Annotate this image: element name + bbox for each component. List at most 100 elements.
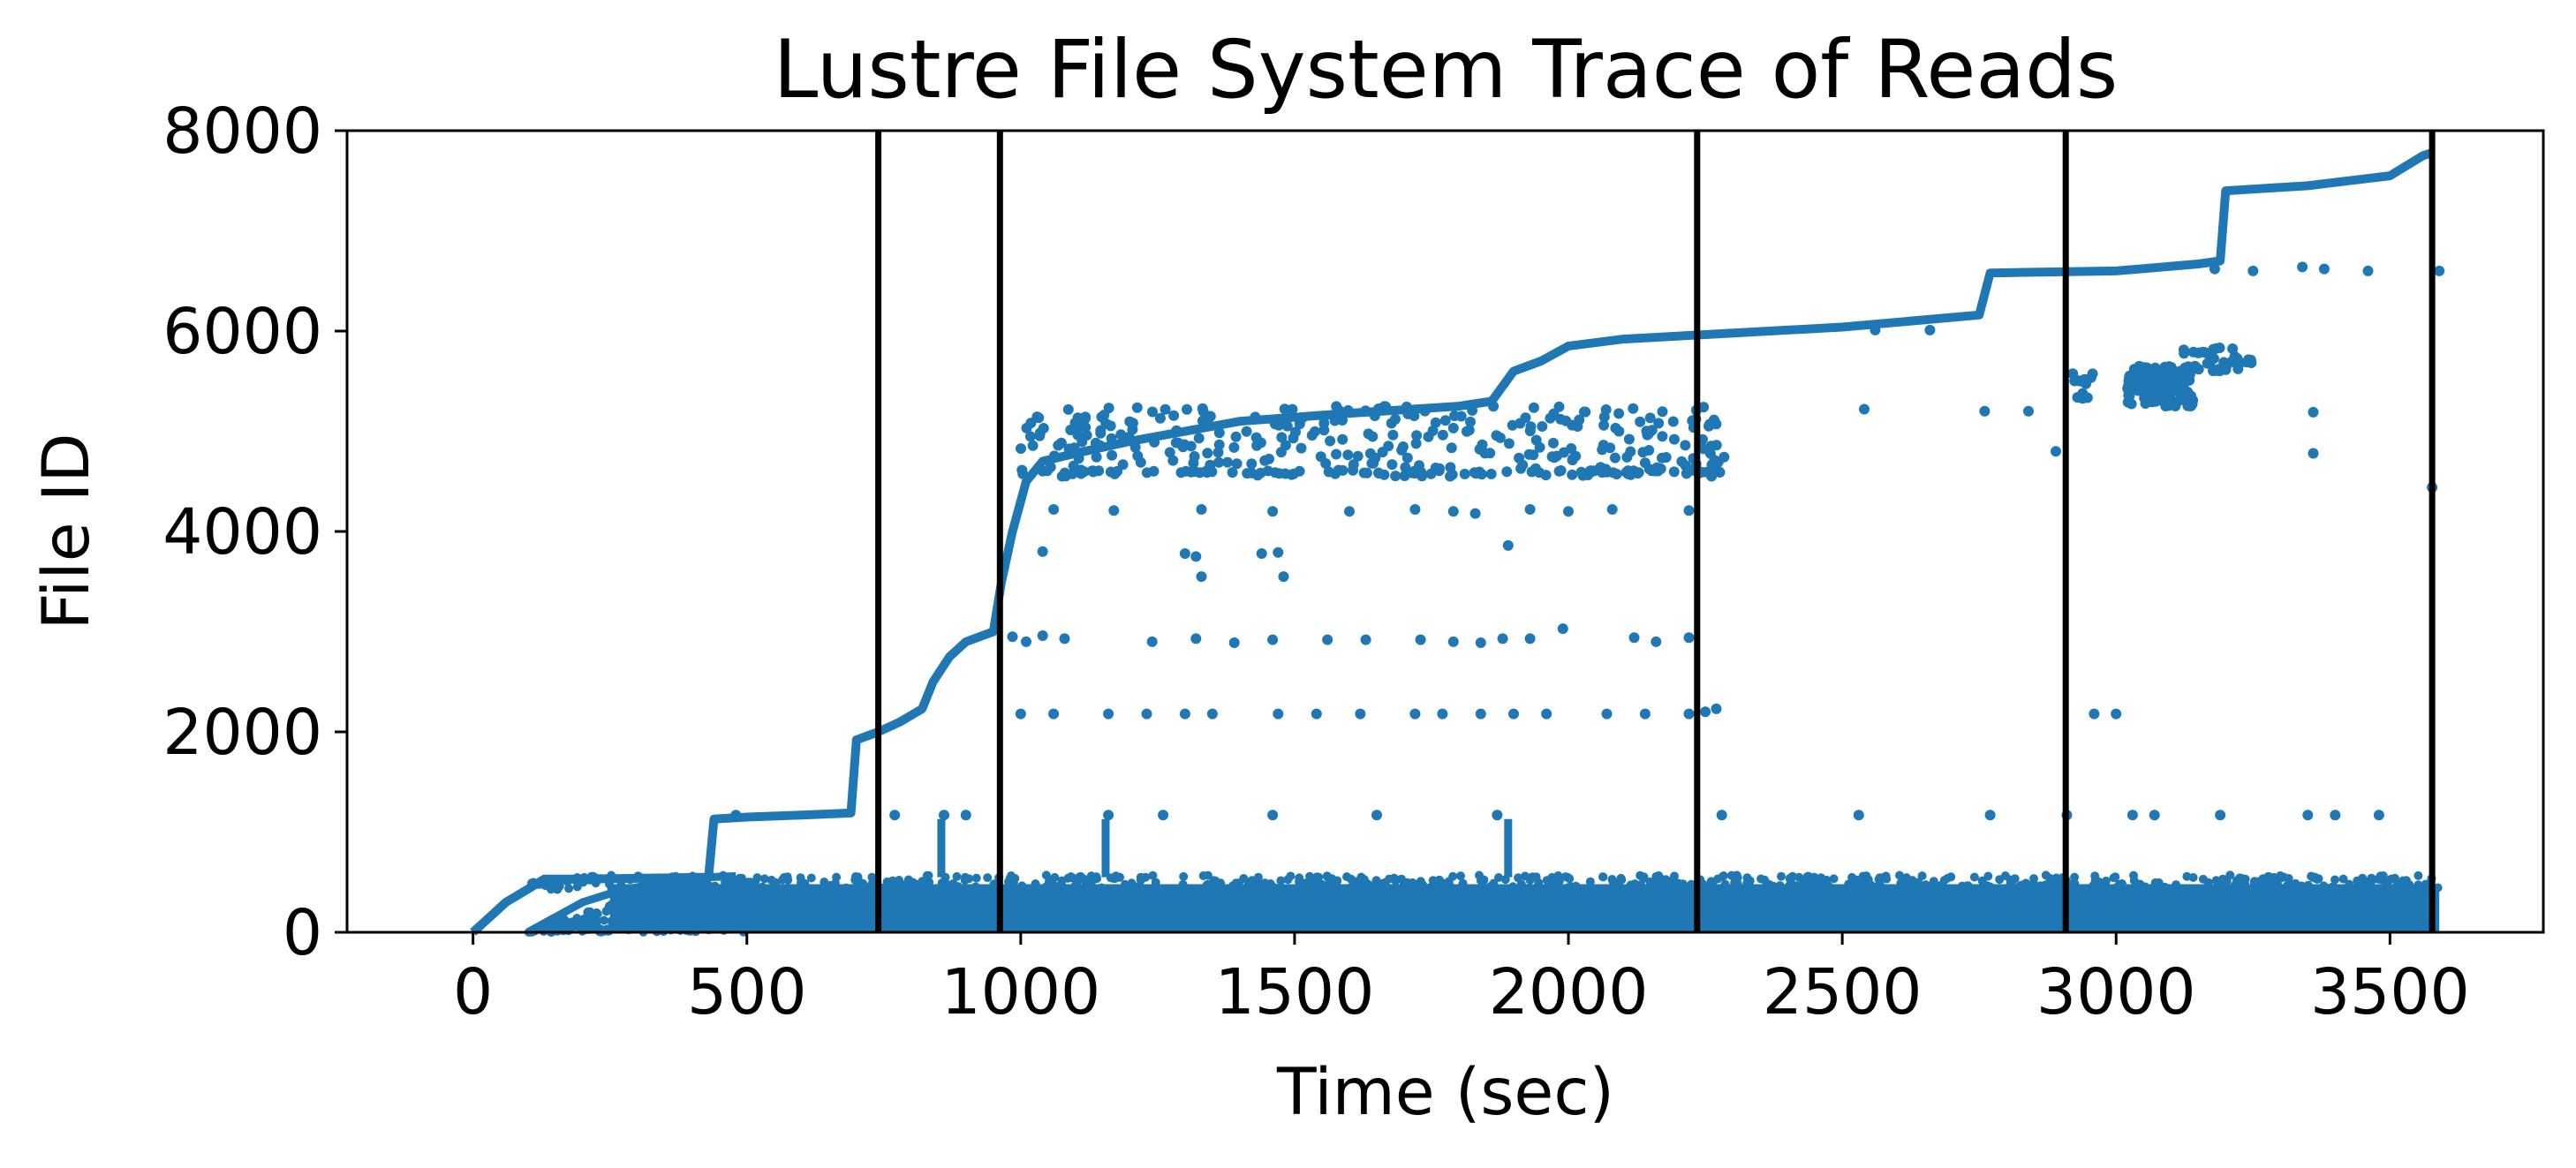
band-point bbox=[2405, 879, 2414, 889]
cluster-point bbox=[1445, 471, 1456, 482]
cluster-point bbox=[1360, 405, 1371, 417]
vertical-lines bbox=[875, 131, 2436, 932]
cluster-point bbox=[1515, 463, 1527, 474]
band-point bbox=[641, 892, 651, 901]
cluster-point bbox=[1459, 468, 1470, 479]
band-point bbox=[1318, 881, 1328, 891]
band-point bbox=[1525, 875, 1535, 885]
scatter-point bbox=[1158, 810, 1169, 821]
band-point bbox=[737, 891, 747, 900]
cluster-point bbox=[2170, 401, 2181, 411]
cluster-point bbox=[1437, 429, 1448, 441]
band-point bbox=[1555, 884, 1565, 893]
scatter-point bbox=[1196, 504, 1207, 515]
scatter-point bbox=[1508, 708, 1519, 720]
band-point bbox=[1178, 879, 1188, 889]
cluster-point bbox=[1641, 426, 1652, 437]
band-point bbox=[1489, 878, 1499, 888]
cluster-point bbox=[1621, 451, 1633, 463]
cluster-point bbox=[1348, 464, 1358, 476]
cluster-point bbox=[1318, 411, 1330, 423]
scatter-point bbox=[1322, 634, 1333, 645]
band-point bbox=[758, 882, 767, 892]
cluster-point bbox=[1342, 404, 1354, 416]
band-point bbox=[528, 878, 538, 887]
cluster-point bbox=[2137, 385, 2149, 396]
cluster-point bbox=[1231, 458, 1243, 470]
band-point bbox=[2090, 871, 2100, 881]
x-tick-label: 2500 bbox=[1763, 955, 1923, 1029]
band-point bbox=[744, 878, 753, 887]
band-point bbox=[971, 873, 981, 883]
scatter-point bbox=[1979, 405, 1991, 417]
band-point bbox=[2366, 882, 2376, 892]
cluster-point bbox=[1131, 402, 1143, 413]
cluster-point bbox=[1367, 431, 1379, 442]
cluster-point bbox=[1467, 404, 1478, 416]
band-point bbox=[666, 895, 676, 905]
cluster-point bbox=[1269, 418, 1280, 430]
cluster-point bbox=[1331, 448, 1342, 460]
band-point bbox=[1076, 871, 1085, 881]
scatter-point bbox=[2023, 405, 2034, 417]
band-point bbox=[2011, 883, 2021, 893]
scatter-point bbox=[2308, 448, 2319, 459]
cluster-point bbox=[1241, 426, 1252, 437]
band-point bbox=[1563, 883, 1573, 893]
cluster-point bbox=[1065, 448, 1076, 459]
band-point bbox=[1742, 873, 1752, 883]
band-point bbox=[707, 905, 717, 915]
cluster-point bbox=[1193, 433, 1205, 444]
band-point bbox=[730, 904, 740, 914]
scatter-point bbox=[1475, 637, 1486, 648]
scatter-point bbox=[1267, 810, 1279, 821]
band-point bbox=[1943, 885, 1952, 894]
band-point bbox=[2230, 880, 2240, 890]
cluster-point bbox=[1399, 471, 1410, 481]
cluster-point bbox=[1059, 467, 1070, 479]
scatter-point bbox=[2373, 810, 2384, 821]
band-point bbox=[1049, 885, 1058, 894]
cluster-point bbox=[1041, 465, 1053, 477]
band-point bbox=[1777, 871, 1786, 881]
cluster-point bbox=[1337, 464, 1348, 476]
scatter-point bbox=[1371, 810, 1382, 821]
band-point bbox=[697, 889, 706, 899]
band-point bbox=[690, 910, 699, 920]
band-point bbox=[1571, 881, 1581, 891]
band-point bbox=[616, 902, 625, 912]
band-point bbox=[661, 915, 671, 924]
cluster-point bbox=[1465, 416, 1476, 427]
scatter-point bbox=[2215, 810, 2226, 821]
band-point bbox=[1765, 880, 1775, 890]
cluster-point bbox=[1242, 468, 1253, 479]
band-point bbox=[1452, 885, 1462, 895]
band-point bbox=[2303, 880, 2313, 890]
x-tick-label: 3000 bbox=[2036, 955, 2196, 1029]
cluster-point bbox=[1132, 450, 1144, 462]
band-point bbox=[583, 917, 593, 927]
y-axis-ticks: 0 2000 4000 6000 8000 bbox=[162, 94, 347, 969]
cluster-point bbox=[1639, 457, 1651, 469]
band-point bbox=[2374, 874, 2383, 884]
cluster-point bbox=[1279, 403, 1290, 415]
cluster-point bbox=[1409, 411, 1420, 421]
band-point bbox=[2043, 879, 2053, 889]
band-point bbox=[697, 921, 706, 931]
scatter-point bbox=[1497, 633, 1508, 644]
band-point bbox=[1756, 874, 1766, 884]
band-point bbox=[806, 873, 816, 883]
cluster-point bbox=[1080, 411, 1091, 423]
band-point bbox=[591, 923, 601, 932]
scatter-point bbox=[1716, 810, 1727, 821]
scatter-point bbox=[1683, 505, 1695, 516]
band-point bbox=[2070, 878, 2080, 888]
band-point bbox=[2117, 879, 2127, 888]
band-point bbox=[1917, 871, 1927, 881]
band-point bbox=[2182, 871, 2192, 881]
cluster-point bbox=[1613, 426, 1625, 437]
band-point bbox=[2308, 872, 2317, 882]
cluster-point bbox=[1528, 449, 1539, 461]
band-point bbox=[1977, 876, 1987, 885]
